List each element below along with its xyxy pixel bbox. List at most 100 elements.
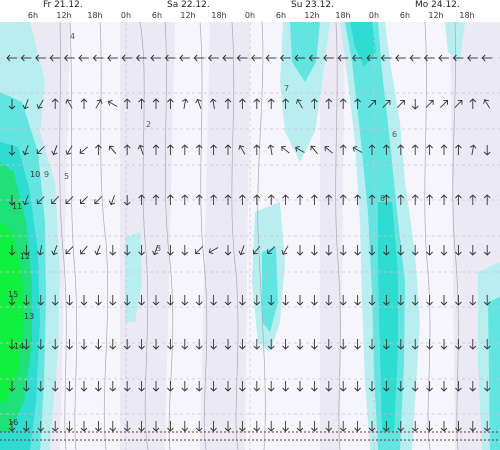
hour-label: 6h — [151, 11, 163, 20]
wind-direction-arrow-icon — [208, 247, 219, 255]
wind-direction-arrow-icon — [22, 145, 29, 156]
wind-direction-arrow-icon — [282, 381, 289, 392]
wind-direction-arrow-icon — [210, 194, 217, 205]
wind-direction-arrow-icon — [195, 98, 202, 109]
wind-direction-arrow-icon — [397, 295, 405, 306]
wind-direction-arrow-icon — [8, 339, 16, 350]
wind-direction-arrow-icon — [181, 194, 189, 205]
wind-direction-arrow-icon — [354, 194, 361, 205]
wind-direction-arrow-icon — [239, 98, 246, 109]
wind-direction-arrow-icon — [65, 196, 74, 204]
wind-direction-arrow-icon — [51, 196, 60, 204]
wind-direction-arrow-icon — [107, 54, 118, 62]
day-label-fr: Fr 21.12. — [43, 0, 83, 10]
hour-label: 0h — [120, 11, 132, 20]
wind-region-cyan — [290, 22, 320, 82]
wind-direction-arrow-icon — [455, 295, 462, 306]
wind-direction-arrow-icon — [311, 295, 318, 306]
hour-label: 12h — [56, 11, 72, 20]
wind-direction-arrow-icon — [152, 381, 160, 392]
wind-direction-arrow-icon — [8, 99, 16, 110]
wind-direction-arrow-icon — [63, 54, 75, 62]
wind-direction-arrow-icon — [368, 381, 376, 392]
wind-direction-arrow-icon — [354, 245, 361, 256]
wind-direction-arrow-icon — [181, 339, 189, 350]
contour-line — [139, 22, 149, 450]
wind-direction-arrow-icon — [308, 54, 320, 62]
wind-direction-arrow-icon — [425, 100, 434, 108]
wind-direction-arrow-icon — [267, 295, 275, 306]
wind-direction-arrow-icon — [95, 381, 102, 392]
wind-direction-arrow-icon — [195, 246, 204, 254]
wind-direction-arrow-icon — [368, 144, 376, 155]
wind-direction-arrow-icon — [224, 295, 232, 306]
wind-direction-arrow-icon — [152, 245, 159, 256]
contour-line — [164, 22, 174, 450]
hour-label: 18h — [335, 11, 351, 20]
wind-direction-arrow-icon — [80, 339, 88, 350]
wind-direction-arrow-icon — [236, 54, 248, 62]
wind-direction-arrow-icon — [95, 295, 102, 306]
wind-direction-arrow-icon — [440, 381, 448, 392]
wind-direction-arrow-icon — [383, 421, 390, 432]
contour-lines — [59, 22, 459, 450]
wind-direction-arrow-icon — [469, 339, 477, 350]
wind-direction-arrow-icon — [469, 421, 477, 432]
wind-direction-arrow-icon — [121, 54, 133, 62]
wind-direction-arrow-icon — [397, 194, 405, 205]
wind-direction-arrow-icon — [78, 54, 89, 62]
wind-direction-arrow-icon — [383, 339, 390, 350]
wind-direction-arrow-icon — [483, 295, 491, 306]
hour-label: 6h — [399, 11, 411, 20]
wind-direction-arrow-icon — [455, 194, 462, 205]
wind-direction-arrow-icon — [181, 98, 189, 110]
wind-direction-arrow-icon — [253, 421, 261, 432]
wind-direction-arrow-icon — [239, 194, 246, 205]
wind-direction-arrow-icon — [167, 194, 174, 205]
wind-direction-arrow-icon — [224, 381, 232, 392]
wind-direction-arrow-icon — [238, 245, 245, 256]
wind-direction-arrow-icon — [339, 339, 347, 350]
wind-direction-arrow-icon — [95, 99, 103, 109]
wind-direction-arrow-icon — [65, 145, 73, 155]
wind-direction-arrow-icon — [483, 194, 491, 205]
wind-direction-arrow-icon — [311, 421, 318, 432]
wind-direction-arrow-icon — [267, 194, 275, 205]
wind-direction-arrow-icon — [368, 295, 376, 306]
wind-direction-arrow-icon — [252, 245, 261, 255]
wind-direction-arrow-icon — [469, 98, 477, 109]
wind-direction-arrow-icon — [179, 54, 190, 62]
contour-label: 14 — [14, 342, 25, 351]
wind-direction-arrow-icon — [311, 194, 318, 205]
wind-direction-arrow-icon — [138, 381, 145, 392]
wind-direction-arrow-icon — [210, 339, 217, 350]
contour-line — [452, 22, 459, 450]
wind-direction-arrow-icon — [281, 145, 290, 154]
wind-direction-arrow-icon — [37, 295, 45, 306]
wind-direction-arrow-icon — [167, 381, 174, 392]
wind-direction-arrow-icon — [181, 421, 189, 432]
wind-direction-arrow-icon — [411, 194, 419, 205]
hour-label: 0h — [368, 11, 380, 20]
wind-direction-arrow-icon — [323, 54, 334, 62]
wind-direction-arrow-icon — [411, 339, 419, 350]
wind-direction-arrow-icon — [354, 339, 361, 350]
contour-label: 2 — [146, 120, 152, 129]
wind-direction-arrow-icon — [325, 98, 333, 109]
wind-direction-arrow-icon — [195, 421, 203, 432]
wind-direction-arrow-icon — [138, 295, 145, 306]
wind-direction-arrow-icon — [49, 54, 61, 62]
contour-line — [231, 22, 239, 450]
contour-line — [199, 22, 208, 450]
contour-label: 11 — [12, 202, 23, 211]
wind-direction-arrow-icon — [382, 100, 391, 108]
wind-direction-arrow-icon — [383, 381, 390, 392]
wind-direction-arrow-icon — [481, 54, 493, 62]
wind-direction-arrow-icon — [311, 339, 318, 350]
wind-direction-arrow-icon — [51, 421, 59, 432]
wind-direction-arrow-icon — [354, 98, 361, 109]
wind-direction-arrow-icon — [253, 194, 261, 205]
wind-direction-arrow-icon — [80, 98, 88, 109]
wind-direction-arrow-icon — [440, 245, 448, 256]
wind-direction-arrow-icon — [138, 339, 145, 350]
